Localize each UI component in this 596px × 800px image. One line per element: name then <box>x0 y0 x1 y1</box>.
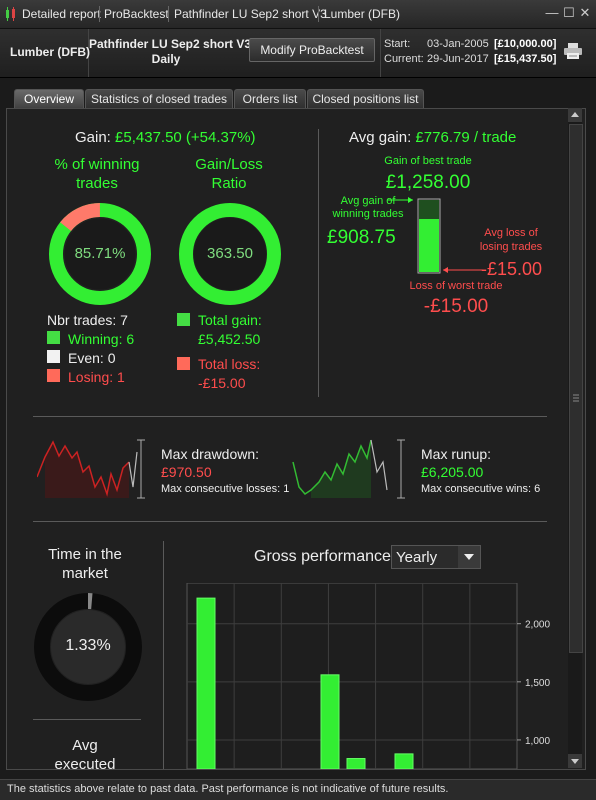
gross-performance-bar <box>321 675 339 769</box>
minimize-icon[interactable]: — <box>545 6 559 20</box>
losing-count: Losing: 1 <box>68 369 125 385</box>
tab-bar: Overview Statistics of closed trades Ord… <box>0 86 596 108</box>
avg-loss-label-1: Avg loss of <box>477 227 545 239</box>
overview-panel: Gain: £5,437.50 (+54.37%) % of winning t… <box>6 108 586 770</box>
worst-trade-label: Loss of worst trade <box>391 280 521 292</box>
gain-value: £5,437.50 (+54.37%) <box>115 129 256 146</box>
chevron-down-icon[interactable] <box>458 546 480 568</box>
scroll-down-icon[interactable] <box>568 754 582 768</box>
total-loss-label: Total loss: <box>198 356 260 372</box>
time-in-market-title-1: Time in the <box>35 546 135 563</box>
vertical-scrollbar[interactable] <box>568 108 582 768</box>
title-strategy: Pathfinder LU Sep2 short V3 <box>174 7 327 21</box>
current-label: Current: <box>384 53 424 65</box>
ratio-title-2: Ratio <box>179 175 279 192</box>
avg-gain-label: Avg gain: <box>349 129 411 146</box>
even-count: Even: 0 <box>68 350 115 366</box>
title-bar: Detailed report ProBacktest Pathfinder L… <box>0 0 596 29</box>
modify-probacktest-button[interactable]: Modify ProBacktest <box>249 38 375 62</box>
max-consec-losses: Max consecutive losses: 1 <box>161 483 289 495</box>
total-loss-value: -£15.00 <box>198 375 245 391</box>
time-in-market-value: 1.33% <box>34 637 142 655</box>
title-probacktest: ProBacktest <box>104 7 169 21</box>
losing-legend-swatch <box>47 369 60 382</box>
current-value: [£15,437.50] <box>494 53 556 65</box>
title-instrument: Lumber (DFB) <box>324 7 400 21</box>
avg-executed-title-1: Avg <box>35 737 135 754</box>
winning-title-1: % of winning <box>47 156 147 173</box>
winning-count: Winning: 6 <box>68 331 134 347</box>
winning-legend-swatch <box>47 331 60 344</box>
total-loss-swatch <box>177 357 190 370</box>
printer-icon[interactable] <box>563 42 583 60</box>
winning-pct: 85.71% <box>48 245 152 262</box>
disclaimer-footer: The statistics above relate to past data… <box>0 779 596 800</box>
start-value: [£10,000.00] <box>494 38 556 50</box>
gross-performance-bar <box>197 598 215 769</box>
max-runup-value: £6,205.00 <box>421 464 483 480</box>
avg-loss-arrow <box>437 263 487 275</box>
drawdown-mini-chart <box>37 432 147 502</box>
total-gain-value: £5,452.50 <box>198 331 260 347</box>
avg-gain-value: £776.79 / trade <box>415 129 516 146</box>
y-tick-label: 1,000 <box>525 736 550 747</box>
close-icon[interactable]: ✕ <box>578 6 592 20</box>
max-drawdown-value: £970.50 <box>161 464 212 480</box>
scroll-thumb[interactable] <box>569 124 583 653</box>
winning-title-2: trades <box>47 175 147 192</box>
candlestick-icon <box>5 7 17 21</box>
strategy-name: Pathfinder LU Sep2 short V3 <box>89 37 243 51</box>
maximize-icon[interactable]: ☐ <box>562 6 576 20</box>
gross-performance-chart: 2,000 1,500 1,000 <box>183 583 573 769</box>
current-date: 29-Jun-2017 <box>427 53 489 65</box>
best-trade-label: Gain of best trade <box>353 155 503 167</box>
title-detailed-report: Detailed report <box>22 7 101 21</box>
tab-overview[interactable]: Overview <box>14 89 84 109</box>
period-select-value: Yearly <box>396 549 437 566</box>
timeframe-label: Daily <box>89 52 243 66</box>
nbr-trades: Nbr trades: 7 <box>47 312 128 328</box>
gain-label: Gain: <box>75 129 111 146</box>
gross-performance-bar <box>395 754 413 769</box>
period-select[interactable]: Yearly <box>391 545 481 569</box>
worst-trade-value: -£15.00 <box>391 296 521 318</box>
scroll-up-icon[interactable] <box>568 108 582 122</box>
ratio-title-1: Gain/Loss <box>179 156 279 173</box>
avg-loss-label-2: losing trades <box>473 241 549 253</box>
y-tick-label: 1,500 <box>525 678 550 689</box>
instrument-label: Lumber (DFB) <box>10 45 90 59</box>
ratio-value: 363.50 <box>178 245 282 262</box>
chart-plot-area <box>187 583 517 769</box>
total-gain-label: Total gain: <box>198 312 262 328</box>
disclaimer-text: The statistics above relate to past data… <box>7 783 448 795</box>
start-label: Start: <box>384 38 410 50</box>
info-bar: Lumber (DFB) Pathfinder LU Sep2 short V3… <box>0 29 596 78</box>
avg-loss-value: -£15.00 <box>481 259 542 280</box>
total-gain-swatch <box>177 313 190 326</box>
avg-win-value: £908.75 <box>327 227 396 249</box>
tab-statistics-closed-trades[interactable]: Statistics of closed trades <box>85 89 233 109</box>
gross-performance-bar <box>347 759 365 769</box>
gross-performance-label: Gross performance <box>254 548 391 566</box>
max-consec-wins: Max consecutive wins: 6 <box>421 483 540 495</box>
avg-executed-title-2: executed <box>35 756 135 770</box>
best-trade-value: £1,258.00 <box>353 172 503 194</box>
avg-gain-line: Avg gain: £776.79 / trade <box>349 129 516 146</box>
even-legend-swatch <box>47 350 60 363</box>
gain-line: Gain: £5,437.50 (+54.37%) <box>75 129 256 146</box>
tab-orders-list[interactable]: Orders list <box>234 89 306 109</box>
runup-mini-chart <box>291 432 407 502</box>
start-date: 03-Jan-2005 <box>427 38 489 50</box>
max-drawdown-label: Max drawdown: <box>161 446 259 462</box>
max-runup-label: Max runup: <box>421 446 491 462</box>
time-in-market-title-2: market <box>35 565 135 582</box>
tab-closed-positions-list[interactable]: Closed positions list <box>307 89 424 109</box>
y-tick-label: 2,000 <box>525 620 550 631</box>
